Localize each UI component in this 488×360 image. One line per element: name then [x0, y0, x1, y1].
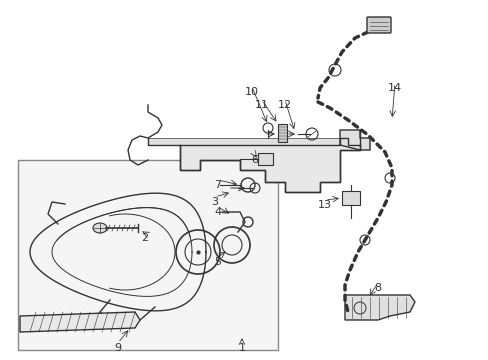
Polygon shape — [339, 130, 369, 150]
Text: 14: 14 — [387, 83, 401, 93]
Text: 7: 7 — [214, 180, 221, 190]
Bar — [341, 191, 359, 205]
Text: 12: 12 — [277, 100, 291, 110]
Bar — [18, 160, 278, 350]
Text: 9: 9 — [114, 343, 122, 353]
Bar — [258, 153, 272, 165]
Text: 4: 4 — [214, 207, 221, 217]
Polygon shape — [180, 145, 359, 192]
Ellipse shape — [93, 223, 107, 233]
Text: 2: 2 — [141, 233, 148, 243]
Text: 8: 8 — [374, 283, 381, 293]
Bar — [278, 124, 286, 142]
Text: 5: 5 — [214, 257, 221, 267]
Text: 11: 11 — [254, 100, 268, 110]
Text: 6: 6 — [251, 155, 258, 165]
Text: 13: 13 — [317, 200, 331, 210]
FancyBboxPatch shape — [366, 17, 390, 33]
Polygon shape — [20, 312, 140, 332]
Polygon shape — [345, 295, 414, 320]
Text: 10: 10 — [244, 87, 259, 97]
Polygon shape — [148, 138, 339, 145]
Text: 3: 3 — [211, 197, 218, 207]
Text: 1: 1 — [238, 343, 245, 353]
